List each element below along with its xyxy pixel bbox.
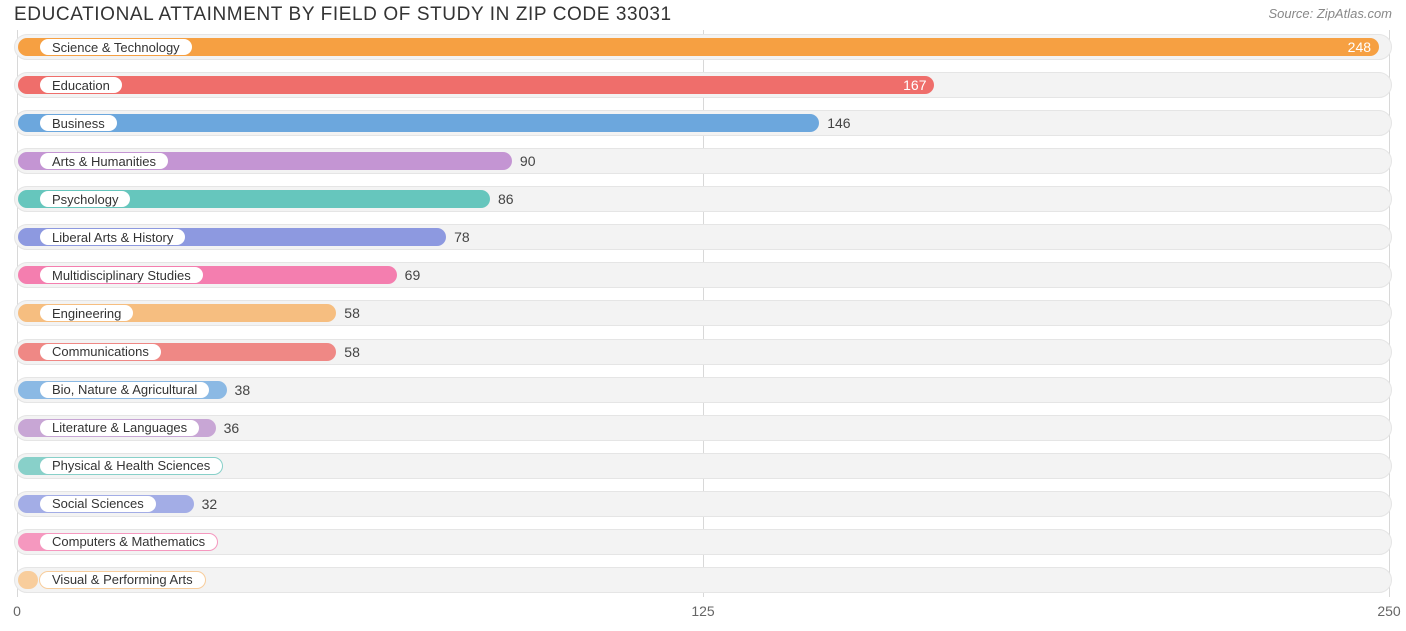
- bar-track: 58 Engineering: [14, 300, 1392, 326]
- bar-value: 78: [446, 228, 478, 246]
- bar-value: 58: [336, 304, 368, 322]
- x-tick-label: 125: [691, 603, 714, 619]
- bar-label: Computers & Mathematics: [39, 533, 218, 551]
- bar-value: 146: [819, 114, 858, 132]
- bar-label: Social Sciences: [39, 495, 157, 513]
- bar-track: 69 Multidisciplinary Studies: [14, 262, 1392, 288]
- x-axis: 0125250: [14, 603, 1392, 623]
- bar-label: Visual & Performing Arts: [39, 571, 206, 589]
- bar-value: 38: [227, 381, 259, 399]
- bar-label: Business: [39, 114, 118, 132]
- bar-label: Science & Technology: [39, 38, 193, 56]
- bar-fill: 248: [18, 38, 1379, 56]
- bar-label: Psychology: [39, 190, 131, 208]
- bar-label: Communications: [39, 343, 162, 361]
- bar-label: Bio, Nature & Agricultural: [39, 381, 210, 399]
- bar-fill: 0: [18, 571, 38, 589]
- chart-source: Source: ZipAtlas.com: [1268, 4, 1392, 21]
- bar-track: 36 Literature & Languages: [14, 415, 1392, 441]
- bar-fill: 167: [18, 76, 934, 94]
- bar-value: 36: [216, 419, 248, 437]
- bar-value: 58: [336, 343, 368, 361]
- bar-track: 32 Social Sciences: [14, 491, 1392, 517]
- x-tick-label: 250: [1377, 603, 1400, 619]
- bar-track: 248 Science & Technology: [14, 34, 1392, 60]
- bar-label: Arts & Humanities: [39, 152, 169, 170]
- bar-value: 248: [1340, 38, 1379, 56]
- bar-track: 38 Bio, Nature & Agricultural: [14, 377, 1392, 403]
- bar-value: 86: [490, 190, 522, 208]
- x-tick-label: 0: [13, 603, 21, 619]
- bar-value: 32: [194, 495, 226, 513]
- bar-track: 58 Communications: [14, 339, 1392, 365]
- bar-track: 28Computers & Mathematics: [14, 529, 1392, 555]
- bar-track: 86 Psychology: [14, 186, 1392, 212]
- bar-value: 90: [512, 152, 544, 170]
- bar-label: Literature & Languages: [39, 419, 200, 437]
- bar-label: Engineering: [39, 304, 134, 322]
- bar-track: 78 Liberal Arts & History: [14, 224, 1392, 250]
- bar-track: 90 Arts & Humanities: [14, 148, 1392, 174]
- bar-track: 0Visual & Performing Arts: [14, 567, 1392, 593]
- bar-track: 167 Education: [14, 72, 1392, 98]
- bar-fill: 146: [18, 114, 819, 132]
- chart-title: EDUCATIONAL ATTAINMENT BY FIELD OF STUDY…: [14, 4, 672, 26]
- chart-plot-area: 248Science & Technology167Education146Bu…: [14, 30, 1392, 597]
- bar-label: Education: [39, 76, 123, 94]
- bar-label: Liberal Arts & History: [39, 228, 186, 246]
- bar-value: 69: [397, 266, 429, 284]
- bar-track: 33Physical & Health Sciences: [14, 453, 1392, 479]
- chart-header: EDUCATIONAL ATTAINMENT BY FIELD OF STUDY…: [0, 0, 1406, 26]
- bar-value: 167: [895, 76, 934, 94]
- bar-label: Multidisciplinary Studies: [39, 266, 204, 284]
- bar-track: 146Business: [14, 110, 1392, 136]
- bar-container: 248Science & Technology167Education146Bu…: [14, 34, 1392, 593]
- bar-label: Physical & Health Sciences: [39, 457, 223, 475]
